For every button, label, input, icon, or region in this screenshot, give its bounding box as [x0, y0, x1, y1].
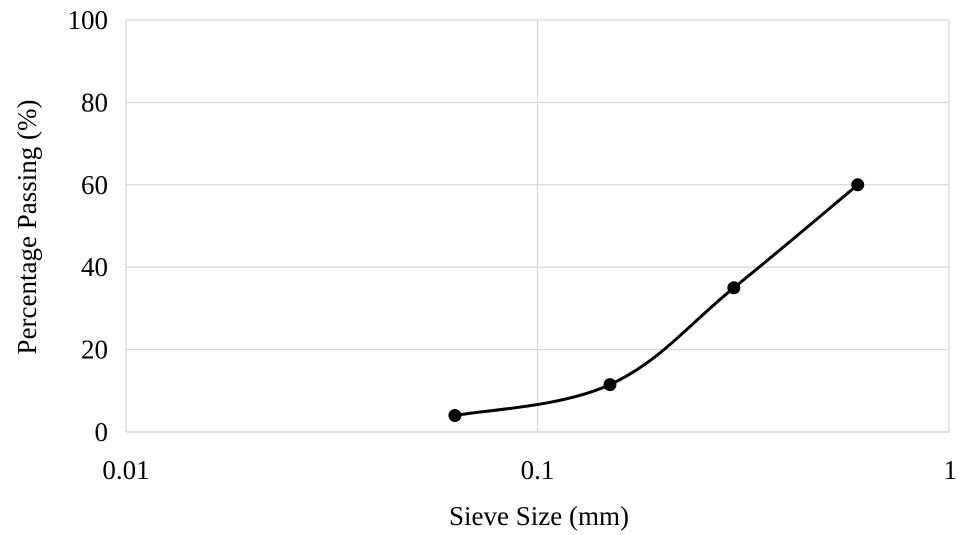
data-series: [448, 178, 865, 423]
y-tick-label: 40: [81, 252, 108, 282]
x-tick-label: 1: [944, 455, 958, 485]
y-tick-label: 60: [81, 170, 108, 200]
gridlines: [125, 19, 950, 432]
y-tick-label: 80: [81, 87, 108, 117]
data-point: [448, 409, 462, 423]
data-point: [727, 281, 741, 295]
x-tick-labels: 0.01 0.1 1: [102, 455, 957, 485]
data-point: [851, 178, 865, 192]
x-tick-label: 0.01: [102, 455, 149, 485]
y-tick-label: 100: [68, 5, 109, 35]
y-axis-title: Percentage Passing (%): [12, 100, 42, 355]
x-tick-label: 0.1: [521, 455, 555, 485]
series-line-0: [453, 183, 860, 418]
y-tick-label: 0: [95, 417, 109, 447]
x-axis-title: Sieve Size (mm): [449, 501, 629, 531]
y-tick-labels: 0 20 40 60 80 100: [68, 5, 109, 447]
y-tick-label: 20: [81, 335, 108, 365]
data-point: [603, 378, 617, 392]
